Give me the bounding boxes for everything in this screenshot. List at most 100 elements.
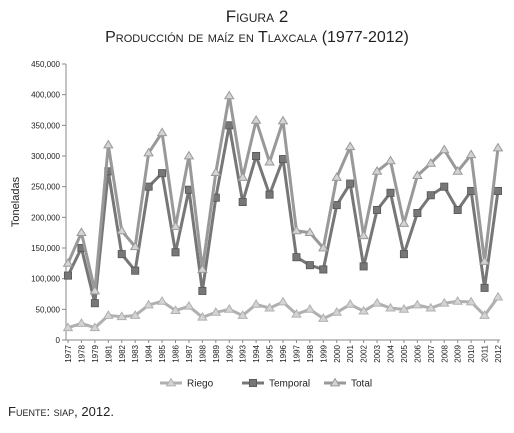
- data-point: [413, 209, 422, 218]
- series-line: [66, 123, 500, 305]
- data-point: [438, 144, 450, 154]
- x-tick-label: 1977: [64, 344, 73, 362]
- data-point: [465, 296, 477, 306]
- data-point: [265, 190, 274, 199]
- data-point: [425, 302, 437, 312]
- y-tick-label: 400,000: [31, 91, 60, 100]
- x-tick-label: 1995: [266, 344, 275, 362]
- data-point: [223, 303, 235, 313]
- data-point: [304, 303, 316, 313]
- data-point: [344, 299, 356, 308]
- data-point: [143, 147, 154, 157]
- data-point: [223, 90, 235, 100]
- data-point: [170, 305, 181, 314]
- y-tick-label: 450,000: [31, 60, 60, 69]
- x-tick-label: 2001: [346, 344, 355, 362]
- data-point: [319, 265, 328, 274]
- data-point: [359, 262, 368, 271]
- data-point: [346, 179, 355, 188]
- data-point: [183, 300, 195, 310]
- x-tick-label: 2008: [440, 344, 449, 362]
- data-point: [89, 322, 101, 332]
- x-tick-label: 2012: [494, 344, 503, 362]
- x-tick-label: 1997: [292, 344, 301, 362]
- legend-label: Riego: [187, 379, 214, 390]
- data-point: [62, 257, 74, 267]
- x-tick-label: 1981: [104, 344, 113, 362]
- x-tick-label: 2009: [454, 344, 463, 362]
- data-point: [64, 271, 73, 280]
- data-point: [76, 318, 87, 327]
- data-point: [386, 188, 395, 197]
- legend-label: Temporal: [269, 379, 310, 390]
- y-tick-label: 150,000: [31, 244, 60, 253]
- source-note: Fuente: siap, 2012.: [8, 404, 114, 419]
- data-point: [90, 299, 99, 308]
- legend-marker: [165, 377, 177, 387]
- data-point: [438, 297, 450, 307]
- data-point: [170, 221, 181, 230]
- x-tick-label: 1985: [158, 344, 167, 362]
- x-tick-label: 1987: [185, 344, 194, 362]
- y-tick-label: 250,000: [31, 183, 60, 192]
- data-point: [291, 308, 302, 318]
- legend-marker: [248, 378, 257, 387]
- data-point: [318, 313, 329, 322]
- y-axis-label: Toneladas: [10, 176, 22, 227]
- data-point: [412, 170, 423, 180]
- data-point: [117, 250, 126, 259]
- x-tick-label: 1982: [118, 344, 127, 362]
- x-tick-label: 1979: [91, 344, 100, 362]
- x-tick-label: 1986: [172, 344, 181, 362]
- x-tick-label: 1983: [131, 344, 140, 362]
- data-point: [358, 305, 369, 315]
- chart-title: Figura 2: [226, 7, 289, 26]
- data-point: [171, 248, 180, 257]
- data-point: [479, 310, 490, 319]
- data-point: [332, 201, 341, 210]
- x-tick-label: 1993: [239, 344, 248, 362]
- data-point: [292, 253, 301, 262]
- data-point: [492, 142, 504, 152]
- data-point: [116, 311, 128, 321]
- data-point: [264, 156, 275, 166]
- x-tick-label: 1989: [212, 344, 221, 362]
- data-point: [103, 139, 114, 149]
- x-tick-label: 2003: [373, 344, 382, 362]
- data-point: [158, 169, 167, 178]
- legend-label: Total: [351, 379, 372, 390]
- data-point: [197, 264, 208, 273]
- data-point: [440, 182, 449, 191]
- data-point: [183, 150, 195, 160]
- x-tick-label: 1998: [306, 344, 315, 362]
- x-tick-label: 2011: [481, 344, 490, 362]
- data-point: [371, 297, 383, 307]
- data-point: [291, 225, 302, 235]
- data-point: [344, 141, 356, 151]
- x-tick-label: 1984: [145, 344, 154, 362]
- data-point: [318, 242, 329, 252]
- data-point: [210, 167, 222, 176]
- x-tick-label: 1999: [319, 344, 328, 362]
- data-point: [452, 165, 463, 175]
- data-point: [398, 218, 410, 227]
- y-tick-label: 200,000: [31, 213, 60, 222]
- y-tick-label: 50,000: [36, 305, 61, 314]
- data-point: [250, 299, 262, 308]
- data-point: [129, 241, 141, 251]
- data-point: [398, 303, 410, 313]
- x-tick-label: 2005: [400, 344, 409, 362]
- data-point: [156, 295, 168, 305]
- data-point: [238, 197, 247, 206]
- x-tick-label: 1992: [225, 344, 234, 362]
- data-point: [479, 256, 490, 265]
- data-point: [493, 186, 502, 195]
- data-point: [399, 250, 408, 259]
- data-point: [198, 286, 207, 295]
- x-tick-label: 1994: [252, 344, 261, 362]
- x-tick-label: 2007: [427, 344, 436, 362]
- x-tick-label: 2000: [333, 344, 342, 362]
- data-point: [252, 151, 261, 160]
- data-point: [453, 205, 462, 214]
